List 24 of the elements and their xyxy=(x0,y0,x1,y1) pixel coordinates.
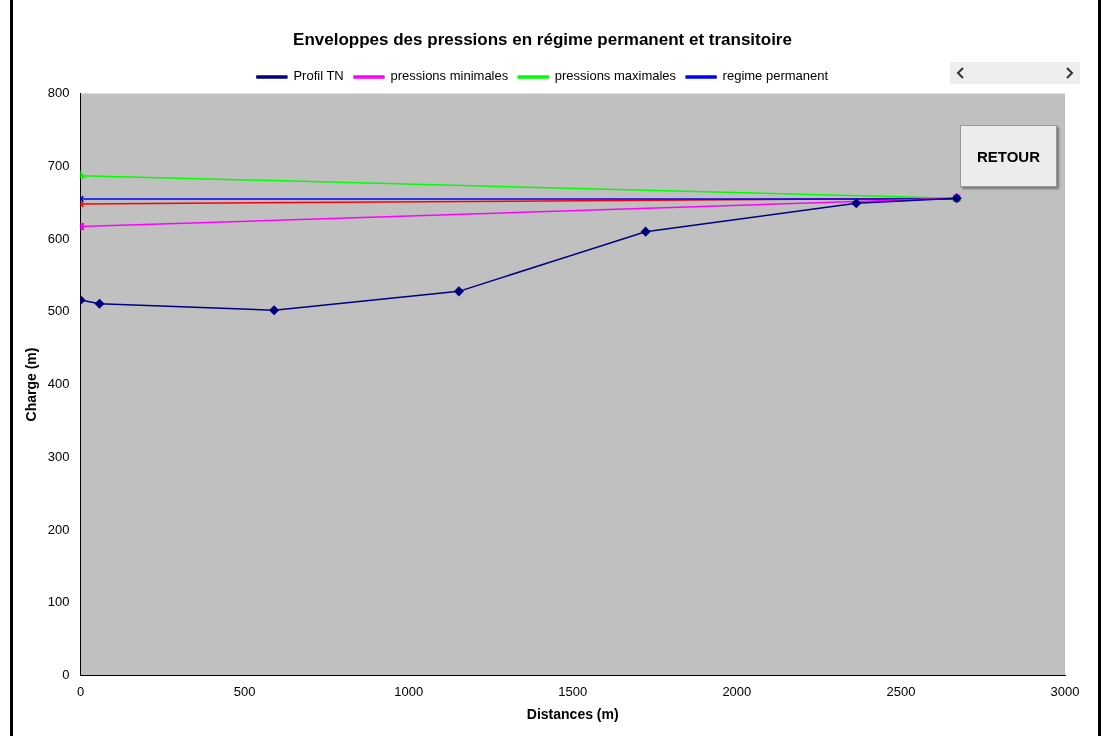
legend-label: pressions maximales xyxy=(554,68,677,84)
legend-label: Profil TN xyxy=(293,68,344,84)
retour-button: RETOUR xyxy=(960,125,1057,187)
y-tick-label: 700 xyxy=(47,157,70,173)
y-tick-label: 500 xyxy=(47,303,70,319)
x-tick-label: 2000 xyxy=(722,683,752,699)
x-tick-label: 2500 xyxy=(886,683,916,699)
x-tick-label: 0 xyxy=(76,683,85,699)
y-tick-label: 0 xyxy=(62,667,70,683)
legend-label: pressions minimales xyxy=(390,68,509,84)
x-tick-label: 1000 xyxy=(394,683,424,699)
chart-title: Enveloppes des pressions en régime permanent et transitoire xyxy=(293,29,792,49)
y-tick-label: 600 xyxy=(47,230,70,246)
y-tick-label: 800 xyxy=(47,84,70,100)
y-tick-label: 300 xyxy=(47,448,70,464)
x-tick-label: 500 xyxy=(233,683,256,699)
y-tick-label: 200 xyxy=(47,521,70,537)
y-axis-title: Charge (m) xyxy=(23,347,40,422)
x-axis-title: Distances (m) xyxy=(526,706,619,723)
x-tick-label: 1500 xyxy=(558,683,588,699)
x-tick-label: 3000 xyxy=(1050,683,1080,699)
legend-label: regime permanent xyxy=(722,68,829,84)
y-tick-label: 400 xyxy=(47,376,70,392)
y-tick-label: 100 xyxy=(47,594,70,610)
